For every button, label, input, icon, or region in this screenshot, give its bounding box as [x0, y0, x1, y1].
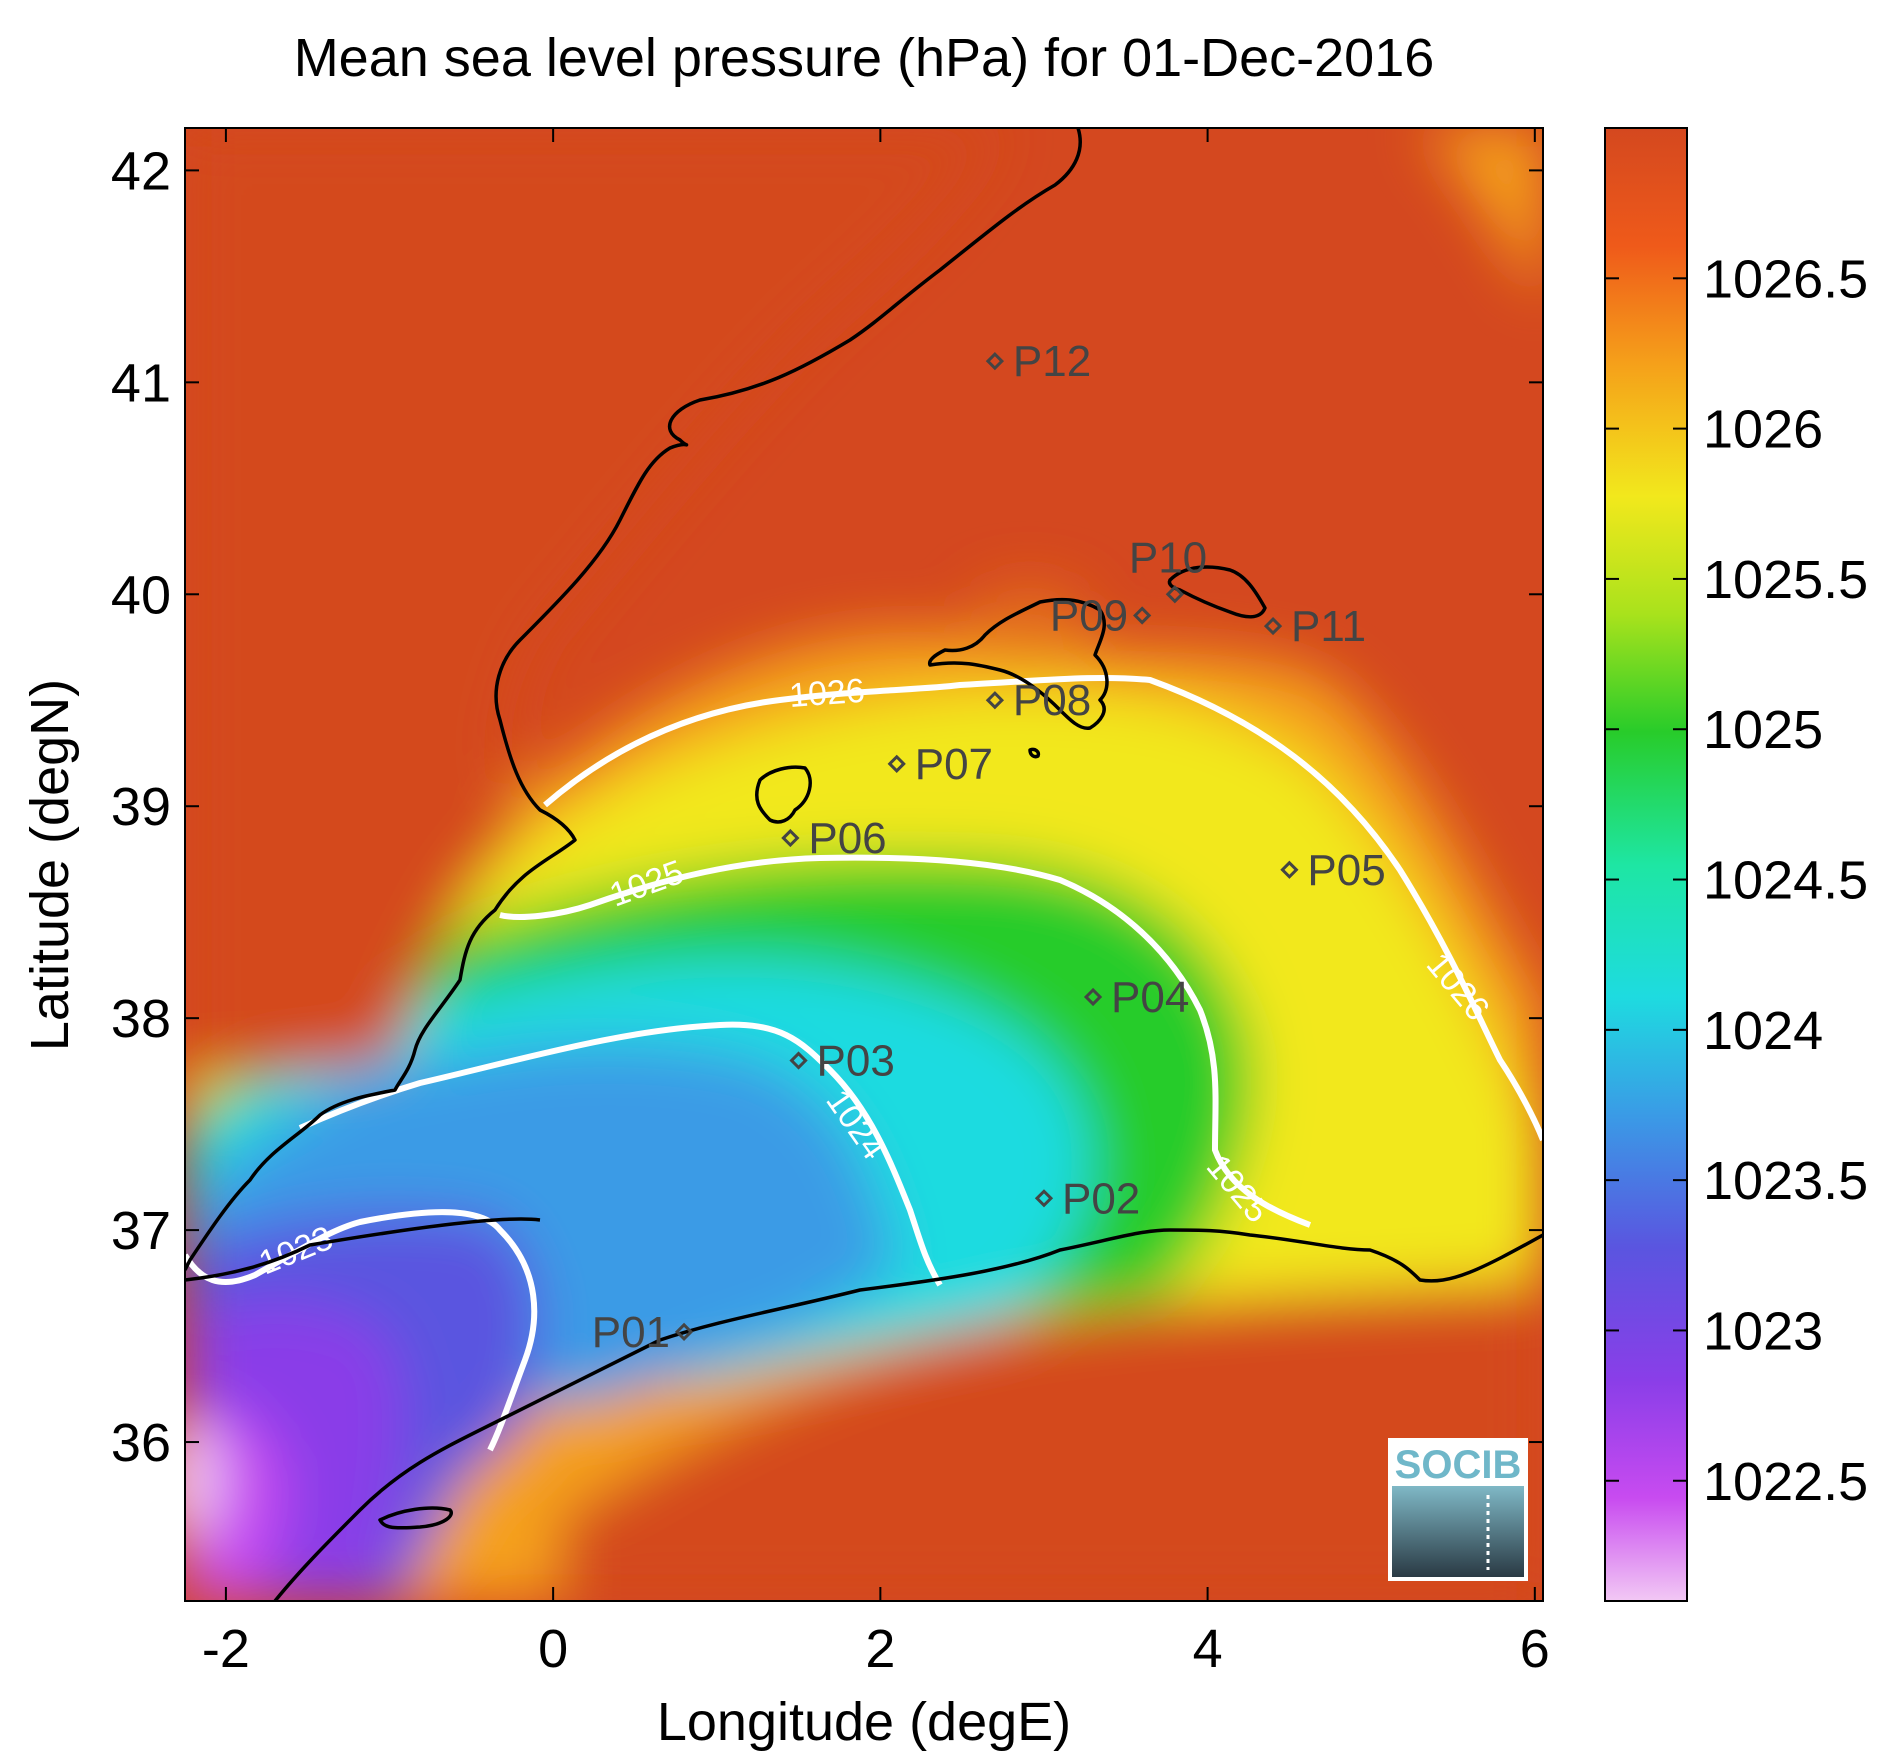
station-marker: [781, 828, 800, 848]
colorbar-tick-label: 1026: [1703, 400, 1823, 460]
station-p09: P09: [1050, 591, 1152, 640]
y-axis: 42 41 40 39 38 37 36: [111, 141, 1543, 1473]
station-p04: P04: [1083, 973, 1189, 1022]
colorbar-tick-label: 1025.5: [1703, 550, 1868, 610]
colorbar-ticks: 1026.5 1026 1025.5 1025 1024.5 1024 1023.5 1023…: [1605, 249, 1868, 1512]
colorbar-tick-label: 1025: [1703, 700, 1823, 760]
station-label: P09: [1050, 591, 1128, 640]
station-marker: [1133, 606, 1152, 625]
station-label: P03: [817, 1037, 895, 1086]
station-marker: [985, 352, 1005, 371]
contour-lines: [185, 674, 1543, 1452]
y-tick-label: 40: [111, 565, 171, 625]
station-marker: [1034, 1189, 1054, 1208]
station-label: P08: [1013, 676, 1091, 725]
colorbar-tick-label: 1024: [1703, 1001, 1823, 1061]
station-label: P05: [1307, 846, 1385, 895]
colorbar-tick-label: 1024.5: [1703, 851, 1868, 911]
x-tick-label: -2: [202, 1619, 250, 1679]
y-tick-label: 42: [111, 141, 171, 201]
station-label: P07: [915, 740, 993, 789]
chart-title: Mean sea level pressure (hPa) for 01-Dec…: [294, 28, 1435, 88]
colorbar-tick-label: 1023: [1703, 1301, 1823, 1361]
socib-logo: SOCIB: [1388, 1438, 1528, 1581]
x-tick-label: 2: [865, 1619, 895, 1679]
station-p01: P01: [592, 1308, 694, 1357]
station-marker: [985, 691, 1005, 710]
station-p11: P11: [1263, 602, 1366, 651]
contour-label-1026-north: 1026: [788, 672, 866, 715]
station-label: P11: [1291, 602, 1366, 651]
station-label: P12: [1013, 337, 1091, 386]
station-marker: [674, 1322, 694, 1341]
y-tick-label: 38: [111, 989, 171, 1049]
station-p08: P08: [985, 676, 1091, 725]
station-p06: P06: [781, 814, 887, 863]
colorbar-tick-label: 1022.5: [1703, 1452, 1868, 1512]
pressure-field: 1026 1025 1024 1023 1025 1026: [185, 128, 1543, 1601]
station-marker: [1280, 860, 1299, 879]
station-label: P06: [808, 814, 886, 863]
x-axis: -2 0 2 4 6: [202, 128, 1550, 1679]
x-tick-label: 4: [1193, 1619, 1223, 1679]
x-axis-title: Longitude (degE): [657, 1692, 1071, 1752]
colorbar-tick-label: 1026.5: [1703, 249, 1868, 309]
colorbar-tick-label: 1023.5: [1703, 1151, 1868, 1211]
station-p10: P10: [1129, 533, 1207, 604]
y-axis-title: Latitude (degN): [20, 679, 80, 1051]
y-tick-label: 41: [111, 353, 171, 413]
colorbar: 1026.5 1026 1025.5 1025 1024.5 1024 1023.5 1023…: [1604, 127, 1868, 1602]
y-tick-label: 39: [111, 777, 171, 837]
station-p05: P05: [1280, 846, 1386, 895]
station-label: P04: [1111, 973, 1189, 1022]
socib-logo-text: SOCIB: [1395, 1443, 1522, 1487]
station-p12: P12: [985, 337, 1091, 386]
station-p03: P03: [789, 1037, 895, 1086]
plot-frame: [184, 127, 1544, 1602]
station-marker: [887, 754, 906, 773]
station-marker: [1083, 987, 1103, 1007]
coastlines: [185, 128, 1543, 1601]
colorbar-scale: [1604, 127, 1688, 1602]
station-p02: P02: [1034, 1174, 1140, 1223]
x-tick-label: 6: [1520, 1619, 1550, 1679]
y-tick-label: 37: [111, 1201, 171, 1261]
x-tick-label: 0: [538, 1619, 568, 1679]
station-p07: P07: [887, 740, 993, 789]
station-label: P01: [592, 1308, 670, 1357]
station-marker: [1263, 616, 1283, 636]
station-label: P10: [1129, 533, 1207, 582]
y-tick-label: 36: [111, 1413, 171, 1473]
station-marker: [789, 1051, 808, 1070]
station-marker: [1165, 585, 1184, 604]
station-label: P02: [1062, 1174, 1140, 1223]
